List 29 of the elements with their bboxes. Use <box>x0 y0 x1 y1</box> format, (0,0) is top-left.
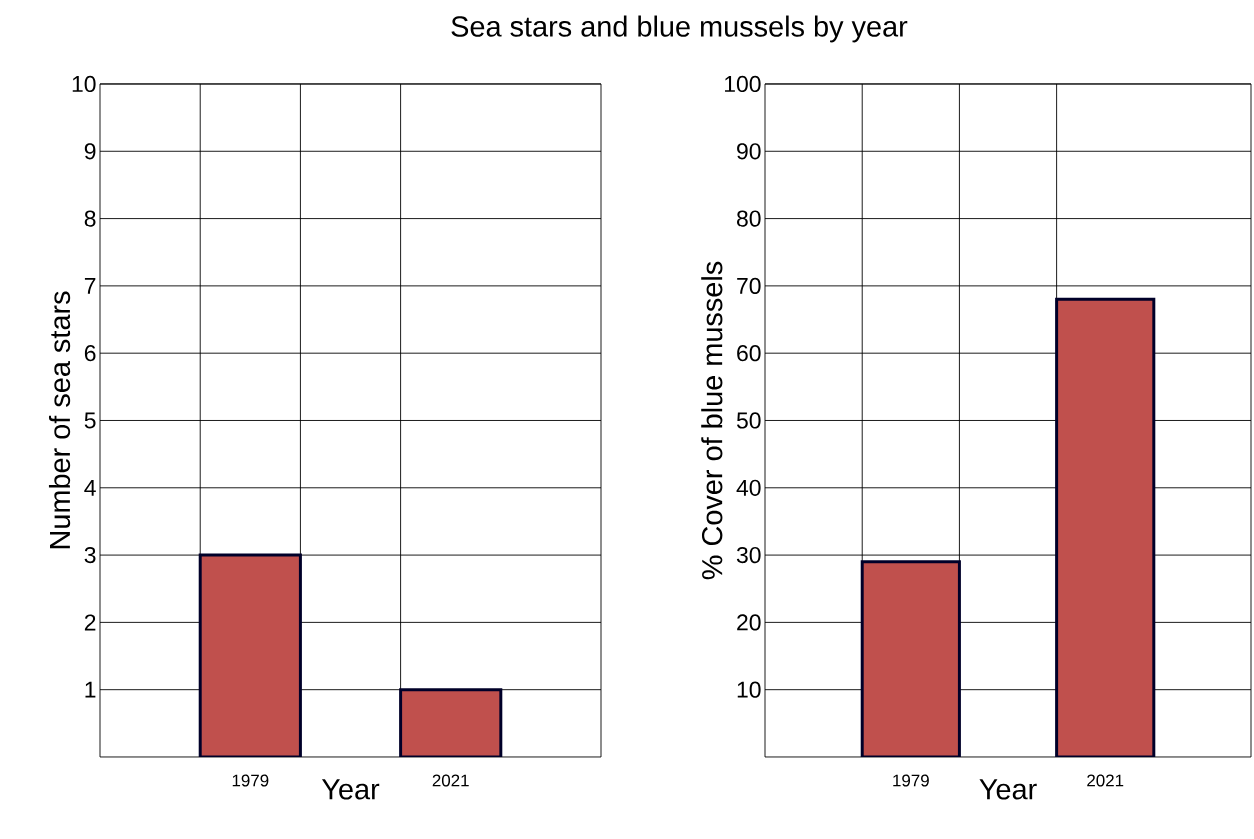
y-tick-label: 30 <box>736 546 761 564</box>
y-tick-label: 7 <box>84 278 96 294</box>
y-tick-label: 40 <box>736 479 761 496</box>
y-tick-label: 20 <box>737 614 761 631</box>
y-tick-label: 4 <box>84 479 96 496</box>
x-tick-label: 2021 <box>1087 774 1124 787</box>
x-tick-label: 2021 <box>432 774 469 787</box>
x-axis-title: Year <box>321 779 380 800</box>
y-tick-label: 1 <box>85 681 96 698</box>
y-tick-label: 10 <box>72 75 96 93</box>
y-tick-label: 70 <box>737 277 761 294</box>
x-tick-label: 1979 <box>232 774 269 787</box>
y-tick-label: 100 <box>725 75 761 93</box>
y-axis-title: Number of sea stars <box>48 291 71 549</box>
y-tick-label: 8 <box>84 210 96 227</box>
y-tick-label: 2 <box>84 614 96 631</box>
y-tick-label: 90 <box>737 143 761 160</box>
y-tick-label: 6 <box>84 345 96 362</box>
y-tick-label: 60 <box>737 345 761 362</box>
y-tick-label: 9 <box>84 143 96 160</box>
y-tick-label: 50 <box>736 412 761 429</box>
y-tick-label: 5 <box>84 412 96 429</box>
y-axis-title: % Cover of blue mussels <box>701 261 723 580</box>
y-tick-label: 10 <box>737 681 761 698</box>
x-tick-label: 1979 <box>893 774 929 787</box>
x-axis-title: Year <box>979 779 1037 800</box>
text: Sea stars and blue mussels by year <box>451 15 908 43</box>
y-tick-label: 80 <box>737 210 761 227</box>
y-tick-label: 3 <box>84 546 96 564</box>
